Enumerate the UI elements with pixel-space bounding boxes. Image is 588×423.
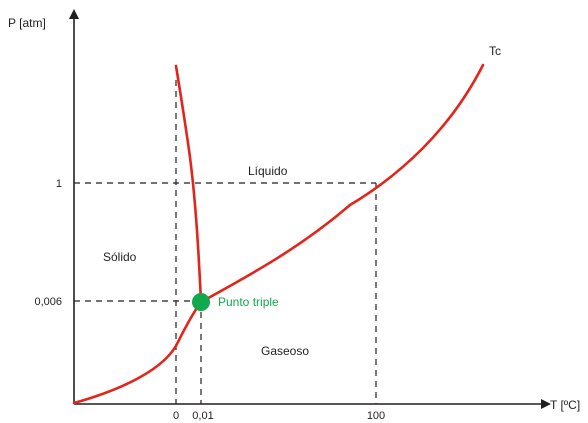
x-tick-001: 0,01 [192,410,213,422]
critical-point-label: Tc [489,44,501,58]
y-tick-0006: 0,006 [34,296,62,308]
x-tick-0: 0 [173,410,179,422]
sublimation-curve [72,300,203,405]
x-tick-100: 100 [367,410,385,422]
region-liquid-label: Líquido [248,164,288,178]
guide-lines [74,80,377,404]
x-axis-label: T [ºC] [550,398,580,412]
triple-point-label: Punto triple [218,295,279,309]
triple-point-marker [192,293,210,311]
vaporization-curve [199,63,485,304]
y-axis-label: P [atm] [8,16,46,30]
fusion-curve [174,64,203,304]
y-tick-1: 1 [56,178,62,190]
region-solid-label: Sólido [103,250,137,264]
region-gas-label: Gaseoso [261,344,309,358]
